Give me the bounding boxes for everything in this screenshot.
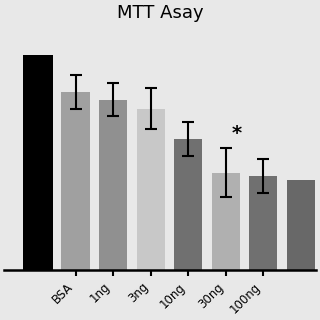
Bar (137, 109, 165, 270)
Bar (99, 100, 127, 270)
Bar (174, 139, 202, 270)
Bar (61, 92, 90, 270)
Bar (23, 55, 53, 270)
Bar (212, 172, 240, 270)
Bar (249, 176, 277, 270)
Text: *: * (232, 124, 242, 143)
Bar (287, 180, 315, 270)
Title: MTT Asay: MTT Asay (117, 4, 203, 22)
